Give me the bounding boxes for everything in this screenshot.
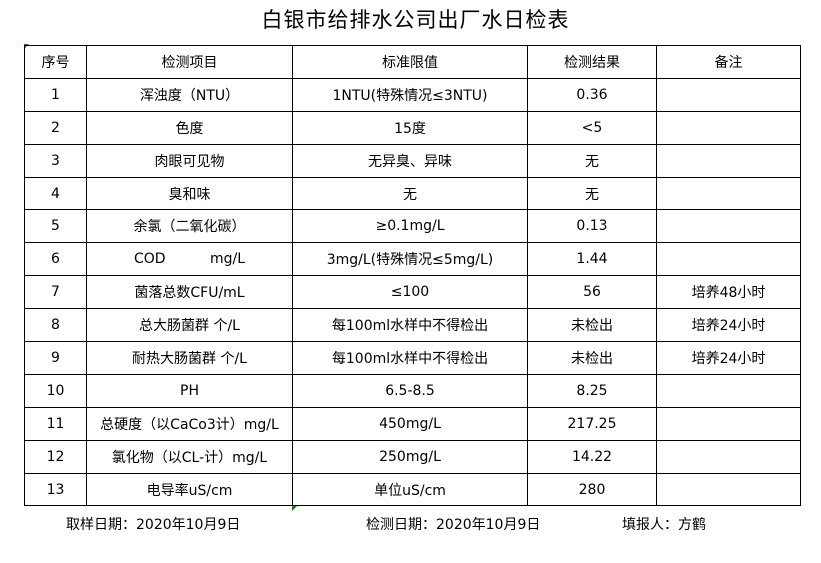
- table-cell[interactable]: 250mg/L: [292, 439, 528, 474]
- table-cell[interactable]: 10: [24, 373, 87, 408]
- table-cell[interactable]: [656, 373, 801, 408]
- table-cell[interactable]: 培养24小时: [656, 341, 801, 375]
- table-cell[interactable]: 8: [24, 308, 87, 343]
- table-cell[interactable]: 总大肠菌群 个/L: [86, 308, 293, 343]
- header-cell[interactable]: 备注: [656, 45, 801, 79]
- table-cell[interactable]: 余氯（二氧化碳）: [86, 209, 293, 244]
- table-row: 3 肉眼可见物 无异臭、异味无: [24, 143, 801, 178]
- table-cell[interactable]: [656, 439, 801, 474]
- table-cell[interactable]: 0.36: [527, 77, 657, 112]
- table-cell[interactable]: PH: [86, 373, 293, 408]
- reporter: 填报人：方鹤: [622, 517, 706, 533]
- table-cell[interactable]: 1NTU(特殊情况≤3NTU): [292, 77, 528, 112]
- table-cell[interactable]: 13: [24, 472, 87, 507]
- table-cell[interactable]: 1.44: [527, 242, 657, 277]
- table-cell[interactable]: 6: [24, 242, 87, 277]
- header-cell[interactable]: 标准限值: [292, 45, 528, 79]
- table-row: 2 色度 15度 <5: [24, 110, 801, 145]
- page-title: 白银市给排水公司出厂水日检表: [261, 8, 570, 32]
- table-cell[interactable]: 280: [527, 472, 657, 507]
- table-row: 5 余氯（二氧化碳） ≥0.1mg/L 0.13: [24, 209, 801, 244]
- table-cell[interactable]: 11: [24, 406, 87, 441]
- table-cell[interactable]: [656, 143, 801, 178]
- table-cell[interactable]: 7: [24, 275, 87, 310]
- header-cell[interactable]: 序号: [24, 45, 87, 79]
- table-cell[interactable]: 未检出: [527, 341, 657, 375]
- table-row: 7 菌落总数CFU/mL ≤100 56 培养48小时: [24, 275, 801, 310]
- table-cell[interactable]: 未检出: [527, 308, 657, 343]
- cell-marker: [292, 506, 297, 511]
- table-cell[interactable]: [656, 110, 801, 145]
- table-cell[interactable]: 无: [527, 176, 657, 211]
- table-cell[interactable]: 450mg/L: [292, 406, 528, 441]
- table-row: 13 电导率uS/cm 单位uS/cm 280: [24, 472, 801, 507]
- table-cell[interactable]: ≥0.1mg/L: [292, 209, 528, 244]
- table-cell[interactable]: 1: [24, 77, 87, 112]
- table-row: 10 PH 6.5-8.5 8.25: [24, 373, 801, 408]
- table-cell[interactable]: 单位uS/cm: [292, 472, 528, 507]
- table-cell[interactable]: 培养48小时: [656, 275, 801, 310]
- table-cell[interactable]: 耐热大肠菌群 个/L: [86, 341, 293, 375]
- table-cell[interactable]: 总硬度（以CaCo3计）mg/L: [86, 406, 293, 441]
- header-cell[interactable]: 检测结果: [527, 45, 657, 79]
- table-cell[interactable]: 浑浊度（NTU）: [86, 77, 293, 112]
- table-cell[interactable]: 9: [24, 341, 87, 375]
- table-row: 8 总大肠菌群 个/L 每100ml水样中不得检出 未检出 培养24小时: [24, 308, 801, 343]
- table-cell[interactable]: 15度: [292, 110, 528, 145]
- table-cell[interactable]: 无异臭、异味: [292, 143, 528, 178]
- table-cell[interactable]: 每100ml水样中不得检出: [292, 308, 528, 343]
- table-row: 6 COD mg/L 3mg/L(特殊情况≤5mg/L) 1.44: [24, 242, 801, 277]
- table-cell[interactable]: 8.25: [527, 373, 657, 408]
- table-cell[interactable]: [656, 472, 801, 507]
- table-cell[interactable]: 氯化物（以CL-计）mg/L: [86, 439, 293, 474]
- table-cell[interactable]: 菌落总数CFU/mL: [86, 275, 293, 310]
- table-row: 12 氯化物（以CL-计）mg/L 250mg/L 14.22: [24, 439, 801, 474]
- table-cell[interactable]: 5: [24, 209, 87, 244]
- table-cell[interactable]: 56: [527, 275, 657, 310]
- table-cell[interactable]: 2: [24, 110, 87, 145]
- table-cell[interactable]: 12: [24, 439, 87, 474]
- table-cell[interactable]: [656, 406, 801, 441]
- table-cell[interactable]: COD mg/L: [86, 242, 293, 277]
- table-cell[interactable]: 217.25: [527, 406, 657, 441]
- table-cell[interactable]: 肉眼可见物: [86, 143, 293, 178]
- table-cell[interactable]: 0.13: [527, 209, 657, 244]
- sampling-date: 取样日期：2020年10月9日: [66, 517, 241, 533]
- table-row: 11 总硬度（以CaCo3计）mg/L 450mg/L 217.25: [24, 406, 801, 441]
- table-cell[interactable]: [656, 209, 801, 244]
- table-row: 1 浑浊度（NTU） 1NTU(特殊情况≤3NTU) 0.36: [24, 77, 801, 112]
- table-cell[interactable]: [656, 77, 801, 112]
- table-cell[interactable]: [656, 176, 801, 211]
- table-row: 4 臭和味无无: [24, 176, 801, 211]
- inspection-table: 序号 检测项目 标准限值 检测结果 备注 1 浑浊度（NTU） 1NTU(特殊情况≤…: [24, 45, 801, 507]
- table-cell[interactable]: <5: [527, 110, 657, 145]
- table-cell[interactable]: 3: [24, 143, 87, 178]
- table-cell[interactable]: 3mg/L(特殊情况≤5mg/L): [292, 242, 528, 277]
- table-row: 9 耐热大肠菌群 个/L 每100ml水样中不得检出 未检出 培养24小时: [24, 341, 801, 375]
- test-date: 检测日期：2020年10月9日: [366, 517, 541, 533]
- table-cell[interactable]: 14.22: [527, 439, 657, 474]
- table-cell[interactable]: 臭和味: [86, 176, 293, 211]
- table-cell[interactable]: [656, 242, 801, 277]
- table-cell[interactable]: 电导率uS/cm: [86, 472, 293, 507]
- table-cell[interactable]: 无: [292, 176, 528, 211]
- header-cell[interactable]: 检测项目: [86, 45, 293, 79]
- table-cell[interactable]: 4: [24, 176, 87, 211]
- table-cell[interactable]: 无: [527, 143, 657, 178]
- table-cell[interactable]: 培养24小时: [656, 308, 801, 343]
- table-cell[interactable]: 色度: [86, 110, 293, 145]
- header-row: 序号 检测项目 标准限值 检测结果 备注: [24, 45, 801, 79]
- table-cell[interactable]: 6.5-8.5: [292, 373, 528, 408]
- table-cell[interactable]: ≤100: [292, 275, 528, 310]
- table-cell[interactable]: 每100ml水样中不得检出: [292, 341, 528, 375]
